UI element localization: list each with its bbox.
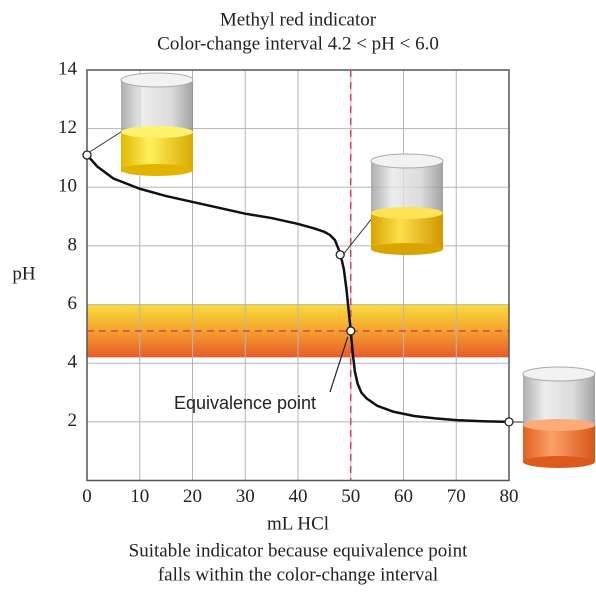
y-axis-label: pH bbox=[12, 263, 36, 284]
x-axis-label: mL HCl bbox=[267, 513, 329, 534]
markers bbox=[82, 150, 514, 427]
caption-line: falls within the color-change interval bbox=[158, 564, 438, 585]
y-tick-label: 14 bbox=[58, 58, 78, 79]
titration-curve bbox=[86, 154, 510, 424]
annotation: Equivalence point bbox=[174, 393, 316, 413]
plot-frame bbox=[86, 69, 510, 482]
point-marker bbox=[82, 150, 92, 160]
y-tick-label: 6 bbox=[68, 293, 78, 314]
y-tick-label: 8 bbox=[68, 234, 78, 255]
x-tick-label: 20 bbox=[183, 486, 202, 507]
chart-title: Methyl red indicator bbox=[220, 9, 377, 30]
x-tick-label: 60 bbox=[394, 486, 413, 507]
annotation-arrow bbox=[329, 336, 349, 393]
x-tick-label: 10 bbox=[130, 486, 149, 507]
point-marker bbox=[504, 417, 514, 427]
x-tick-label: 70 bbox=[447, 486, 466, 507]
point-marker bbox=[335, 250, 345, 260]
x-tick-label: 80 bbox=[500, 486, 519, 507]
point-marker bbox=[346, 326, 356, 336]
beaker bbox=[341, 153, 444, 257]
x-tick-label: 40 bbox=[289, 486, 308, 507]
caption-line: Suitable indicator because equivalence p… bbox=[129, 540, 468, 561]
chart-subtitle: Color-change interval 4.2 < pH < 6.0 bbox=[157, 33, 439, 54]
plot-foreground: Equivalence point bbox=[86, 70, 510, 481]
y-tick-label: 4 bbox=[68, 352, 78, 373]
beaker bbox=[87, 72, 194, 176]
y-tick-label: 12 bbox=[58, 117, 77, 138]
y-tick-label: 2 bbox=[68, 410, 78, 431]
beaker bbox=[512, 366, 596, 468]
x-tick-label: 50 bbox=[341, 486, 360, 507]
x-tick-label: 0 bbox=[82, 486, 92, 507]
y-tick-label: 10 bbox=[58, 176, 77, 197]
x-tick-label: 30 bbox=[236, 486, 255, 507]
